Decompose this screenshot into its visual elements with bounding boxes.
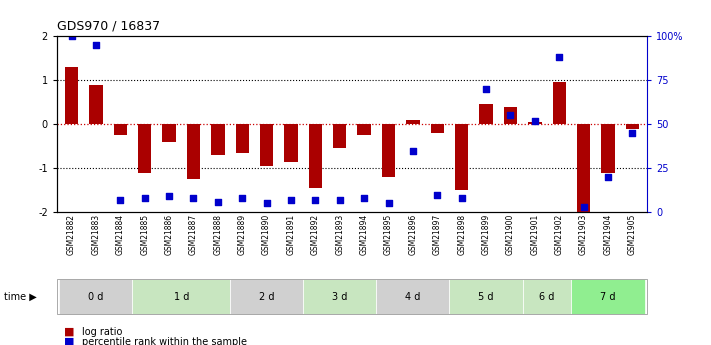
Bar [65,67,78,124]
Text: time ▶: time ▶ [4,292,36,302]
Point [237,195,248,201]
Point [334,197,346,203]
Bar [260,124,273,166]
Bar [455,124,469,190]
Text: 2 d: 2 d [259,292,274,302]
Point [310,197,321,203]
Point [554,55,565,60]
Bar [114,124,127,135]
Point [285,197,296,203]
Bar [132,279,230,314]
Bar [552,82,566,124]
Point [456,195,467,201]
Text: 5 d: 5 d [479,292,494,302]
Bar [626,124,639,129]
Bar [449,279,523,314]
Bar [138,124,151,172]
Bar [309,124,322,188]
Point [66,33,77,39]
Point [529,118,540,124]
Bar [333,124,346,148]
Point [114,197,126,203]
Bar [479,105,493,124]
Text: ■: ■ [64,327,75,337]
Text: ■: ■ [64,337,75,345]
Point [626,130,638,136]
Text: 3 d: 3 d [332,292,348,302]
Bar [431,124,444,133]
Point [505,112,516,118]
Point [261,200,272,206]
Bar [59,279,132,314]
Bar [528,122,542,124]
Bar [211,124,225,155]
Text: 7 d: 7 d [600,292,616,302]
Text: GDS970 / 16837: GDS970 / 16837 [57,20,160,33]
Text: log ratio: log ratio [82,327,122,337]
Bar [376,279,449,314]
Point [432,192,443,197]
Bar [303,279,376,314]
Point [90,42,102,48]
Bar [235,124,249,153]
Point [212,199,223,204]
Point [481,86,492,92]
Bar [89,85,102,124]
Bar [577,124,590,212]
Text: 6 d: 6 d [540,292,555,302]
Point [602,174,614,180]
Bar [230,279,303,314]
Bar [523,279,572,314]
Point [188,195,199,201]
Bar [162,124,176,142]
Bar [504,107,517,124]
Text: 1 d: 1 d [173,292,189,302]
Point [383,200,394,206]
Point [358,195,370,201]
Point [139,195,150,201]
Bar [602,124,615,172]
Bar [572,279,645,314]
Text: 4 d: 4 d [405,292,421,302]
Bar [406,120,419,124]
Point [164,194,175,199]
Bar [187,124,200,179]
Text: percentile rank within the sample: percentile rank within the sample [82,337,247,345]
Bar [284,124,298,161]
Point [578,204,589,210]
Bar [382,124,395,177]
Bar [358,124,371,135]
Point [407,148,419,153]
Text: 0 d: 0 d [88,292,104,302]
